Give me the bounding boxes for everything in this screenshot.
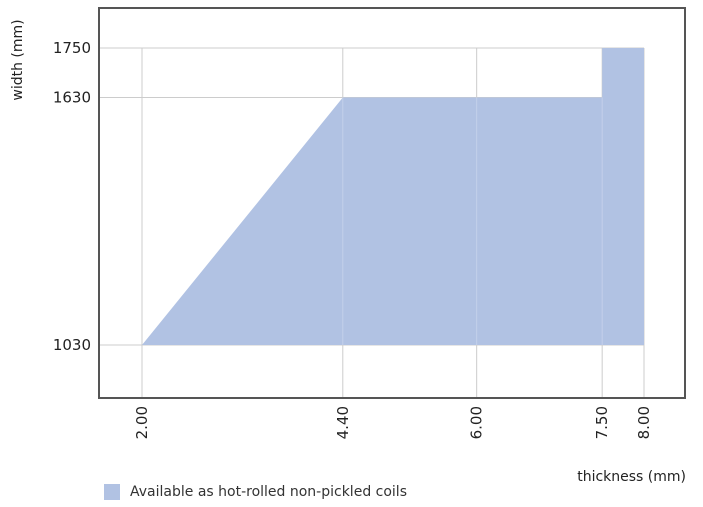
y-tick-label-1630: 1630 [53, 89, 91, 107]
area-series-0 [142, 48, 644, 345]
y-axis-ticks: 1030 1630 1750 [53, 39, 91, 354]
legend-label: Available as hot-rolled non-pickled coil… [130, 484, 407, 500]
x-tick-label-4.40: 4.40 [334, 406, 352, 439]
x-axis-ticks: 2.00 4.40 6.00 7.50 8.00 [133, 406, 653, 439]
x-tick-label-6.00: 6.00 [468, 406, 486, 439]
x-tick-label-2.00: 2.00 [133, 406, 151, 439]
legend-swatch [104, 484, 120, 500]
y-tick-label-1030: 1030 [53, 336, 91, 354]
plot-frame [98, 7, 686, 399]
legend: Available as hot-rolled non-pickled coil… [104, 482, 407, 502]
x-tick-label-8.00: 8.00 [635, 406, 653, 439]
y-axis-label: width (mm) [10, 19, 26, 100]
area-series [142, 48, 644, 345]
x-axis-label: thickness (mm) [577, 469, 686, 485]
y-tick-label-1750: 1750 [53, 39, 91, 57]
x-tick-label-7.50: 7.50 [593, 406, 611, 439]
